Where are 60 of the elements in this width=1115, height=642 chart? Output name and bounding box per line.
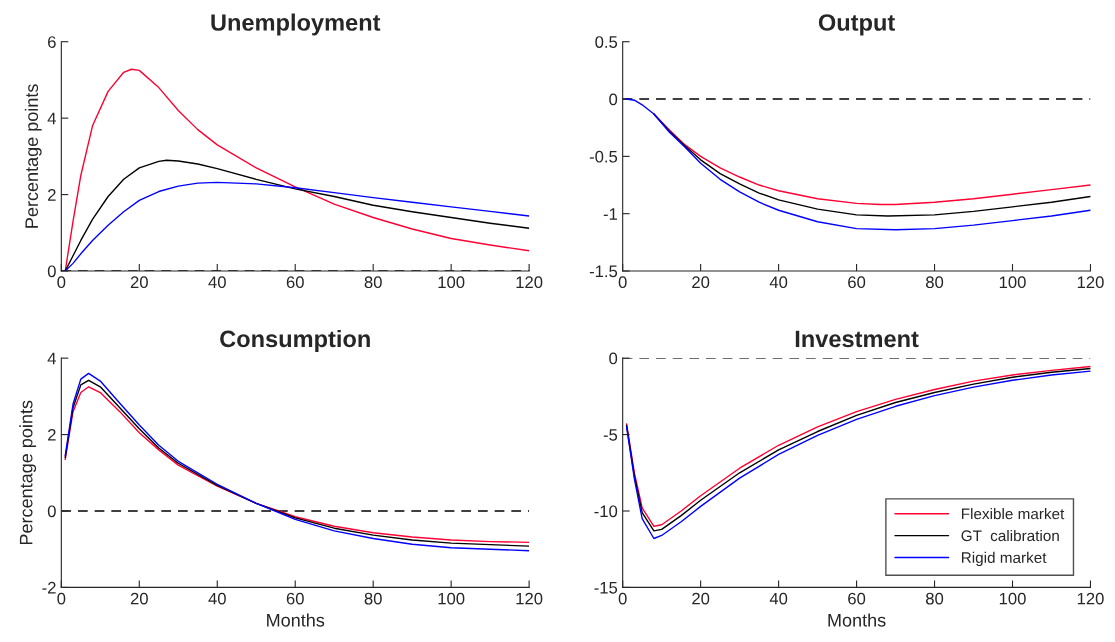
x-tick-label: 60 [286,276,304,289]
chart-title: Unemployment [211,13,381,36]
x-tick-label: 20 [692,276,710,289]
x-tick-label: 80 [364,276,382,289]
line-series [64,68,530,272]
y-tick-label: -1.5 [589,265,618,278]
x-tick-label: 80 [925,592,944,605]
y-tick-label: 4 [47,352,56,365]
x-tick-label: 40 [208,276,226,289]
chart-title: Investment [795,330,919,348]
x-tick-label: 100 [999,276,1026,289]
x-tick-label: 20 [130,592,148,605]
x-tick-label: 80 [925,276,944,289]
y-tick-label: 2 [48,188,56,201]
y-tick-label: 0 [47,505,56,518]
x-axis-title: Months [267,613,325,627]
x-tick-label: 0 [618,276,627,289]
x-tick-label: 40 [769,592,788,605]
line-series [64,181,530,272]
y-tick-label: -5 [603,429,618,441]
y-tick-label: -1 [603,208,617,220]
line-series [625,98,1091,231]
y-tick-label: -0.5 [589,150,618,163]
x-tick-label: 20 [692,592,710,605]
x-tick-label: 20 [130,276,148,289]
x-tick-label: 120 [516,592,543,605]
y-axis-title: Percentage points [24,84,42,228]
x-tick-label: 100 [438,276,465,289]
x-tick-label: 100 [999,592,1026,605]
legend-label: Rigid market [961,551,1047,567]
y-tick-label: 0 [609,93,618,106]
x-tick-label: 60 [848,276,866,289]
x-tick-label: 40 [208,592,226,605]
y-tick-label: 0 [47,265,56,278]
x-tick-label: 120 [1077,592,1104,605]
legend-label: GT calibration [961,529,1059,542]
y-tick-label: 0 [609,352,618,365]
y-axis-title: Percentage points [19,400,37,545]
y-tick-label: -10 [594,505,618,518]
x-tick-label: 120 [516,276,543,289]
line-series [64,159,530,272]
x-tick-label: 80 [364,592,382,605]
y-tick-label: 6 [48,36,56,48]
y-tick-label: 4 [47,112,56,125]
x-tick-label: 100 [438,592,465,605]
y-tick-label: -2 [42,581,56,594]
y-tick-label: -15 [594,582,618,594]
x-tick-label: 0 [57,276,66,289]
x-tick-label: 60 [848,592,866,605]
x-tick-label: 0 [57,592,66,605]
x-tick-label: 120 [1077,276,1104,289]
y-tick-label: 2 [48,428,56,441]
x-tick-label: 0 [618,592,627,605]
y-tick-label: 0.5 [595,36,618,48]
x-tick-label: 60 [286,592,304,605]
x-tick-label: 40 [769,276,788,289]
chart-title: Output [818,14,895,36]
chart-title: Consumption [220,329,370,352]
legend-label: Flexible market [961,508,1065,520]
x-axis-title: Months [828,613,886,627]
